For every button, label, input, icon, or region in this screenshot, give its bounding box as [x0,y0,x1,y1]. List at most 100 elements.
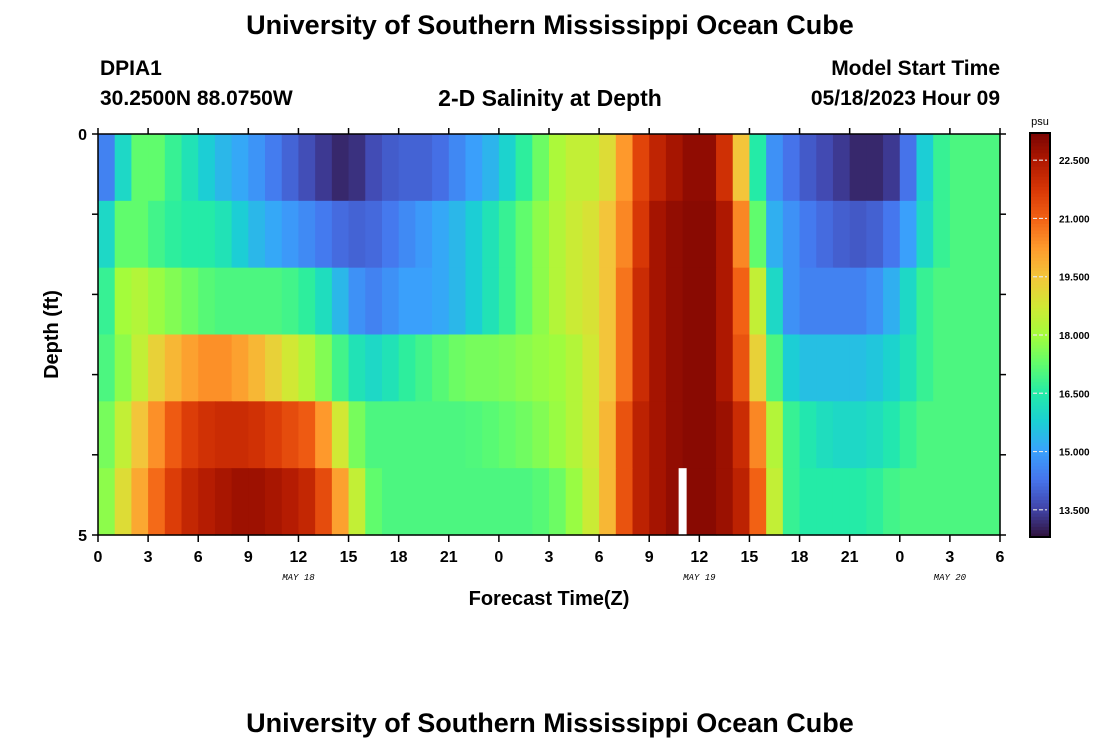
colorbar-segment [1030,136,1050,141]
colorbar-segment [1030,456,1050,461]
heatmap-cell [582,200,600,269]
colorbar-segment [1030,358,1050,363]
x-tick-label: 9 [645,549,654,566]
heatmap-cell [799,200,817,269]
heatmap-cell [298,334,316,402]
heatmap-cell [381,334,400,402]
heatmap-cell [498,468,517,536]
colorbar-segment [1030,506,1050,511]
colorbar-segment [1030,415,1050,420]
heatmap-cell [131,200,149,269]
heatmap-cell [966,401,984,469]
heatmap-cell [331,468,350,536]
heatmap-cell [214,401,233,469]
heatmap-cell [315,134,333,202]
heatmap-cell [883,134,901,202]
heatmap-cell [181,401,199,469]
heatmap-cell [933,200,951,269]
x-date-label: MAY 19 [683,573,716,583]
colorbar-segment [1030,146,1050,151]
heatmap-cell [682,401,700,469]
colorbar-segment [1030,190,1050,195]
heatmap-cell [281,267,300,336]
heatmap-cell [599,468,617,536]
station-coords: 30.2500N 88.0750W [100,87,293,110]
heatmap-cell [632,200,650,269]
heatmap-cell [515,401,533,469]
heatmap-cell [131,334,149,402]
heatmap-cell [983,134,1001,202]
colorbar-segment [1030,446,1050,451]
x-tick-label: 6 [996,549,1005,566]
heatmap-cell [114,134,132,202]
heatmap-cell [148,200,166,269]
heatmap-cell [181,468,199,536]
heatmap-cell [281,200,300,269]
colorbar-segment [1030,176,1050,181]
heatmap-cell [599,334,617,402]
colorbar-segment [1030,240,1050,245]
x-tick-label: 9 [244,549,253,566]
heatmap-cell [265,134,283,202]
heatmap-cell [866,134,884,202]
colorbar-segment [1030,409,1050,414]
colorbar-segment [1030,395,1050,400]
heatmap-cell [716,267,734,336]
colorbar-segment [1030,257,1050,262]
heatmap-cell [549,134,567,202]
heatmap-cell [348,134,366,202]
x-tick-label: 0 [94,549,103,566]
heatmap-cell [832,267,851,336]
colorbar-segment [1030,166,1050,171]
x-tick-label: 18 [791,549,809,566]
heatmap-cell [331,134,350,202]
colorbar-segment [1030,345,1050,350]
colorbar-segment [1030,425,1050,430]
heatmap-cell [682,200,700,269]
heatmap-cell [114,200,132,269]
heatmap-cell [515,134,533,202]
colorbar-segment [1030,483,1050,488]
heatmap-cell [599,267,617,336]
y-tick-label: 0 [78,127,87,144]
heatmap-cell [849,134,867,202]
heatmap-cell [816,401,834,469]
heatmap-cell [498,334,517,402]
heatmap-cell [532,468,550,536]
heatmap-cell [164,468,183,536]
heatmap-cell [849,468,867,536]
heatmap-cell [148,334,166,402]
heatmap-cell [432,468,450,536]
heatmap-cell [231,468,249,536]
colorbar-segment [1030,311,1050,316]
colorbar-segment [1030,419,1050,424]
heatmap-cell [799,401,817,469]
heatmap-cell [515,200,533,269]
heatmap-cell [248,267,266,336]
colorbar-segment [1030,321,1050,326]
heatmap-cell [699,134,717,202]
colorbar-segment [1030,254,1050,259]
heatmap-cell [983,401,1001,469]
heatmap-cell [582,267,600,336]
heatmap-cell [799,267,817,336]
heatmap-cell [732,334,751,402]
heatmap-cell [966,334,984,402]
heatmap-cell [565,468,583,536]
colorbar-segment [1030,348,1050,353]
x-tick-label: 18 [390,549,408,566]
heatmap-cell [198,334,216,402]
heatmap-cell [615,200,634,269]
heatmap-cell [983,267,1001,336]
colorbar-segment [1030,291,1050,296]
heatmap-cell [632,134,650,202]
heatmap-cell [615,401,634,469]
colorbar-segment [1030,264,1050,269]
heatmap-cell [949,401,968,469]
heatmap-cell [849,267,867,336]
y-axis-label: Depth (ft) [41,290,63,379]
heatmap-cell [181,334,199,402]
heatmap-cell [649,334,667,402]
heatmap-cell [866,267,884,336]
heatmap-cell [766,267,784,336]
